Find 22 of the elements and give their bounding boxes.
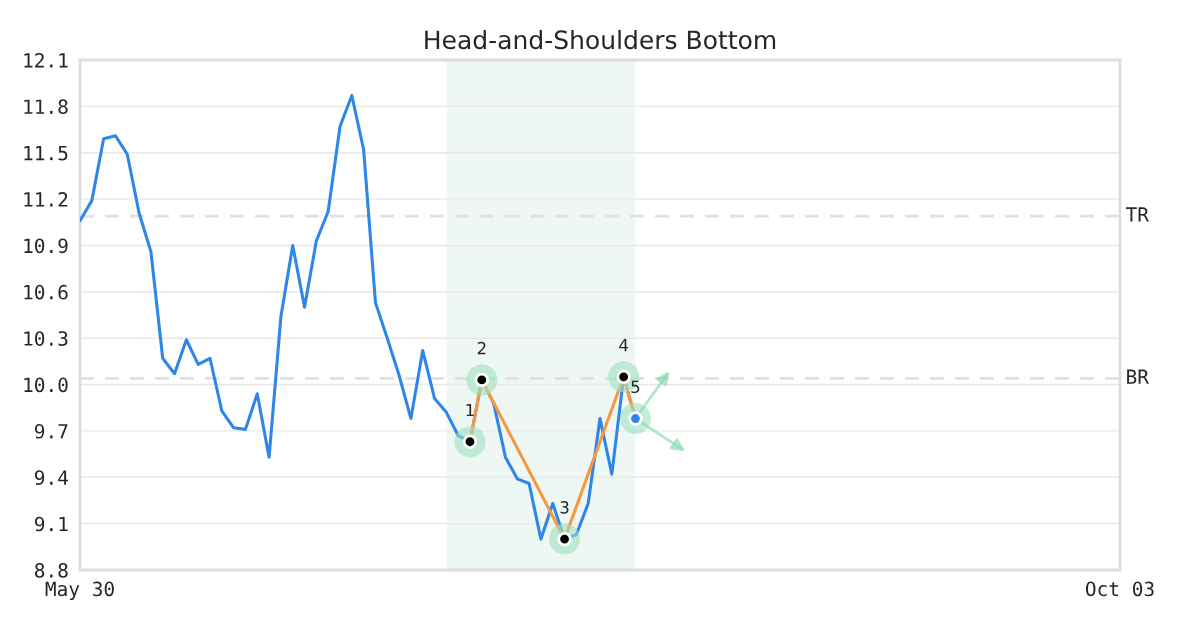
y-tick-label: 10.0 — [24, 377, 68, 393]
annotation: 2 — [477, 341, 486, 355]
annotation: 3 — [560, 501, 569, 514]
y-tick-label: 10.6 — [24, 284, 68, 300]
y-tick-label: 9.4 — [34, 470, 68, 485]
annotation: 4 — [619, 338, 628, 352]
annotation: 1 — [466, 403, 474, 417]
ref-line-label: BR — [1127, 369, 1149, 384]
chart-title: Head-and-Shoulders Bottom — [425, 29, 776, 50]
x-tick-label: May 30 — [45, 581, 114, 601]
x-tick-label: Oct 03 — [1085, 581, 1154, 597]
ref-line-label: TR — [1126, 207, 1149, 222]
y-tick-label: 8.8 — [35, 563, 68, 578]
y-tick-label: 9.7 — [34, 423, 68, 439]
y-tick-label: 10.3 — [24, 331, 68, 346]
y-tick-label: 11.2 — [24, 192, 68, 207]
y-tick-label: 9.1 — [34, 516, 68, 532]
y-tick-label: 11.8 — [24, 99, 68, 115]
y-tick-label: 10.9 — [24, 238, 68, 254]
y-tick-label: 12.1 — [24, 53, 68, 68]
annotation: 5 — [631, 380, 640, 394]
y-tick-label: 11.5 — [24, 145, 68, 161]
